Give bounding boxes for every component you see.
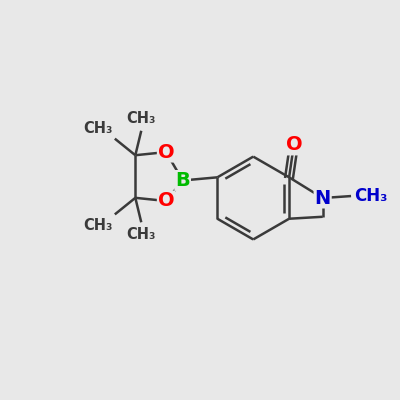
Text: CH₃: CH₃ — [354, 187, 388, 205]
Text: CH₃: CH₃ — [84, 218, 113, 232]
Text: O: O — [158, 192, 174, 210]
Text: O: O — [286, 136, 302, 154]
Text: CH₃: CH₃ — [84, 120, 113, 136]
Text: N: N — [314, 188, 331, 208]
Text: CH₃: CH₃ — [126, 227, 156, 242]
Text: O: O — [158, 142, 174, 162]
Text: CH₃: CH₃ — [126, 111, 156, 126]
Text: B: B — [175, 171, 190, 190]
